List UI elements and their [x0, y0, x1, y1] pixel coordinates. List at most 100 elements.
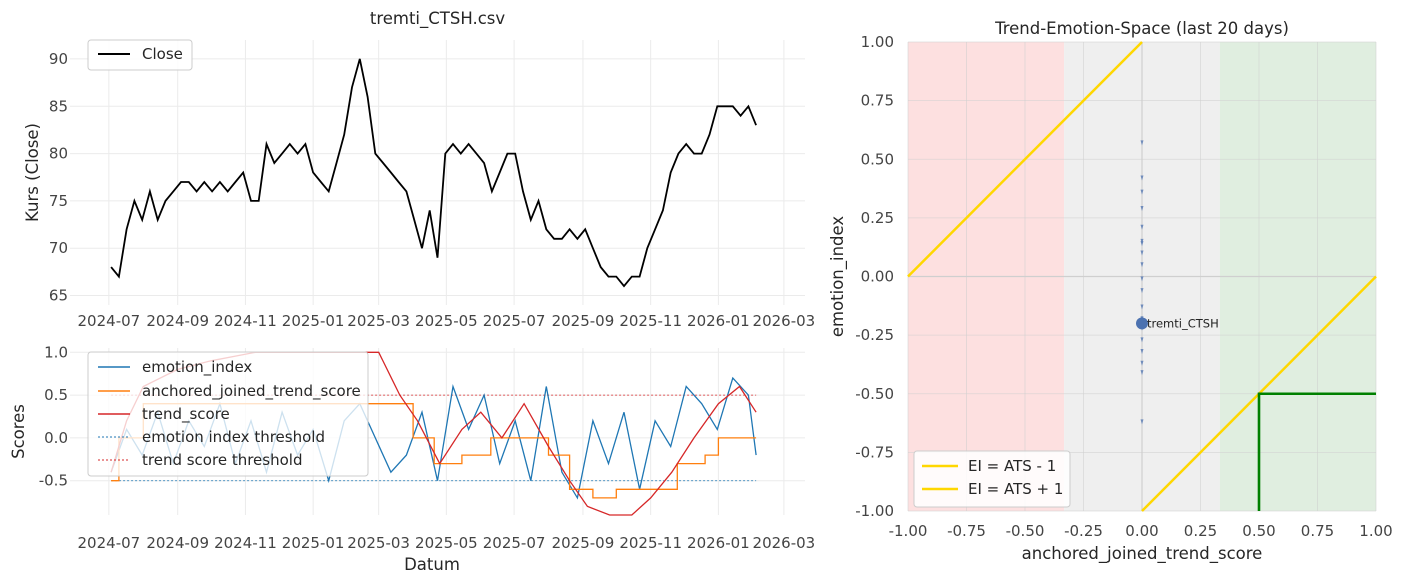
- target-box: [1257, 392, 1376, 511]
- scores-y-tick: -0.5: [39, 472, 68, 490]
- price-x-tick: 2025-01: [282, 312, 345, 330]
- space-x-tick: -0.50: [1006, 522, 1045, 540]
- space-chart-xlabel: anchored_joined_trend_score: [1022, 544, 1263, 564]
- price-chart-series: [110, 58, 757, 288]
- space-y-tick: 0.50: [861, 150, 894, 168]
- legend-label-close: Close: [142, 45, 183, 63]
- legend-label-ei-ats-minus: EI = ATS - 1: [968, 457, 1056, 475]
- trail-arrow: [1140, 175, 1144, 181]
- space-chart-marks: tremti_CTSH: [907, 41, 1377, 512]
- space-x-tick: -0.75: [947, 522, 986, 540]
- space-chart-legend: EI = ATS - 1 EI = ATS + 1: [913, 450, 1071, 508]
- price-x-tick: 2025-09: [552, 312, 615, 330]
- legend-label-trend-score: trend_score: [142, 405, 230, 424]
- price-x-tick: 2025-11: [619, 312, 682, 330]
- space-y-tick: 0.25: [861, 209, 894, 227]
- legend-box: [87, 39, 193, 71]
- price-y-tick: 65: [49, 287, 68, 305]
- space-x-tick: 0.00: [1125, 522, 1158, 540]
- price-chart-title: tremti_CTSH.csv: [370, 9, 506, 29]
- scores-x-tick: 2024-11: [214, 534, 277, 552]
- current-point-label: tremti_CTSH: [1147, 316, 1219, 330]
- trail-arrow: [1140, 349, 1144, 355]
- scores-x-tick: 2024-07: [78, 534, 141, 552]
- scores-x-tick: 2025-11: [619, 534, 682, 552]
- space-y-tick: -0.50: [855, 385, 894, 403]
- price-x-tick: 2024-09: [146, 312, 209, 330]
- trail-arrow: [1140, 250, 1144, 256]
- trail-arrow: [1140, 276, 1144, 282]
- scores-x-tick: 2026-03: [753, 534, 816, 552]
- price-chart-grid: [70, 40, 805, 305]
- legend-label-anchored-trend: anchored_joined_trend_score: [142, 382, 361, 401]
- trail-arrow: [1140, 419, 1144, 425]
- trail-arrow: [1140, 140, 1144, 146]
- space-y-tick: -0.75: [855, 443, 894, 461]
- space-y-tick: 1.00: [861, 33, 894, 51]
- price-x-tick: 2024-07: [78, 312, 141, 330]
- scores-chart-legend: emotion_index anchored_joined_trend_scor…: [87, 351, 369, 477]
- space-x-tick: -0.25: [1064, 522, 1103, 540]
- space-x-tick: 1.00: [1359, 522, 1392, 540]
- price-x-tick: 2025-03: [347, 312, 410, 330]
- space-y-tick: 0.00: [861, 268, 894, 286]
- scores-x-tick: 2026-01: [687, 534, 750, 552]
- scores-chart-ylabel: Scores: [9, 404, 28, 459]
- series-line-close: [110, 58, 757, 288]
- space-chart-ylabel: emotion_index: [828, 216, 848, 338]
- price-y-tick: 90: [49, 50, 68, 68]
- scores-x-tick: 2025-09: [552, 534, 615, 552]
- trail-arrow: [1140, 189, 1144, 195]
- price-x-tick: 2025-05: [415, 312, 478, 330]
- trail-arrow: [1140, 241, 1144, 247]
- price-x-tick: 2025-07: [483, 312, 546, 330]
- legend-label-emotion-index: emotion_index: [142, 358, 252, 377]
- space-chart-title: Trend-Emotion-Space (last 20 days): [994, 19, 1289, 38]
- scores-y-tick: 0.0: [44, 429, 68, 447]
- scores-y-tick: 0.5: [44, 386, 68, 404]
- trend-emotion-space-chart: Trend-Emotion-Space (last 20 days) ancho…: [828, 19, 1393, 564]
- scores-x-tick: 2025-03: [347, 534, 410, 552]
- space-y-tick: -1.00: [855, 502, 894, 520]
- space-x-tick: 0.75: [1301, 522, 1334, 540]
- legend-box: [87, 351, 369, 477]
- price-chart-ylabel: Kurs (Close): [23, 123, 42, 222]
- legend-label-ei-ats-plus: EI = ATS + 1: [968, 480, 1063, 498]
- trail-arrow: [1140, 224, 1144, 230]
- price-x-tick: 2026-03: [753, 312, 816, 330]
- scores-x-tick: 2025-05: [415, 534, 478, 552]
- trail-arrow: [1140, 288, 1144, 294]
- trail-arrow: [1140, 360, 1144, 366]
- price-x-tick: 2026-01: [687, 312, 750, 330]
- space-x-tick: 0.25: [1184, 522, 1217, 540]
- space-x-tick: -1.00: [889, 522, 928, 540]
- price-y-tick: 70: [49, 239, 68, 257]
- space-chart-ticks: -1.00 -0.75 -0.50 -0.25 0.00 0.25 0.50 0.75 1.00…: [855, 33, 1393, 540]
- price-y-tick: 85: [49, 97, 68, 115]
- price-chart-ticks: 2024-07 2024-09 2024-11 2025-01 2025-03 2025-…: [49, 50, 815, 330]
- scores-x-tick: 2025-01: [282, 534, 345, 552]
- legend-label-trend-threshold: trend score threshold: [142, 451, 302, 469]
- price-x-tick: 2024-11: [214, 312, 277, 330]
- scores-y-tick: 1.0: [44, 343, 68, 361]
- trail-arrow: [1140, 304, 1144, 310]
- space-y-tick: -0.25: [855, 326, 894, 344]
- scores-chart-xlabel: Datum: [404, 555, 460, 574]
- line-ei-ats-plus: [907, 41, 1143, 278]
- scores-x-tick: 2025-07: [483, 534, 546, 552]
- legend-label-emotion-threshold: emotion index threshold: [142, 428, 325, 446]
- scores-chart: Datum Scores 2024-07 2024-09 2024-11 2025-0…: [9, 343, 815, 574]
- price-y-tick: 75: [49, 192, 68, 210]
- space-x-tick: 0.50: [1242, 522, 1275, 540]
- price-chart-legend: Close: [87, 39, 193, 71]
- price-chart: tremti_CTSH.csv Kurs (Close) 2024-07 2024…: [23, 9, 815, 330]
- current-point: [1136, 317, 1148, 330]
- price-y-tick: 80: [49, 145, 68, 163]
- trail-arrow: [1140, 370, 1144, 376]
- space-y-tick: 0.75: [861, 92, 894, 110]
- scores-x-tick: 2024-09: [146, 534, 209, 552]
- trail-arrow: [1140, 337, 1144, 343]
- trail-arrow: [1140, 262, 1144, 268]
- scores-chart-ticks: 2024-07 2024-09 2024-11 2025-01 2025-03 2025-…: [39, 343, 816, 552]
